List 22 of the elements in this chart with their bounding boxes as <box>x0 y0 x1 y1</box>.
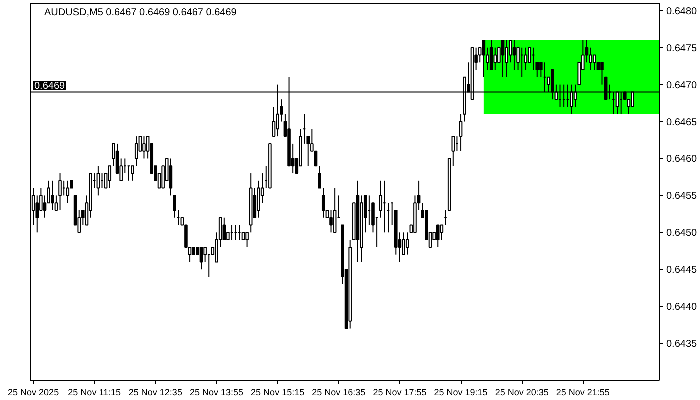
ref-line-label: 0.6469 <box>34 81 66 92</box>
x-tick-label: 25 Nov 20:35 <box>495 388 549 398</box>
chart-title: AUDUSD,M5 0.6467 0.6469 0.6467 0.6469 <box>44 8 238 18</box>
y-tick-label: 0.6435 <box>666 339 698 350</box>
y-tick-label: 0.6450 <box>666 228 698 240</box>
x-tick-label: 25 Nov 17:55 <box>373 388 427 398</box>
y-tick-label: 0.6460 <box>666 154 698 166</box>
y-tick-label: 0.6465 <box>666 117 698 128</box>
x-tick-label: 25 Nov 13:55 <box>190 388 244 398</box>
y-tick-label: 0.6475 <box>666 43 698 54</box>
y-tick-label: 0.6440 <box>666 302 698 314</box>
x-tick-label: 25 Nov 21:55 <box>556 388 610 398</box>
x-tick-label: 25 Nov 16:35 <box>312 388 366 398</box>
y-tick-label: 0.6445 <box>666 265 698 276</box>
y-tick-label: 0.6455 <box>666 191 698 202</box>
x-tick-label: 25 Nov 2025 <box>8 388 60 398</box>
x-tick-label: 25 Nov 12:35 <box>128 388 182 398</box>
x-tick-label: 25 Nov 19:15 <box>434 388 488 398</box>
y-tick-label: 0.6480 <box>666 6 698 18</box>
x-tick-label: 25 Nov 11:15 <box>68 388 122 398</box>
y-tick-label: 0.6470 <box>666 80 698 92</box>
x-tick-label: 25 Nov 15:15 <box>251 388 305 398</box>
